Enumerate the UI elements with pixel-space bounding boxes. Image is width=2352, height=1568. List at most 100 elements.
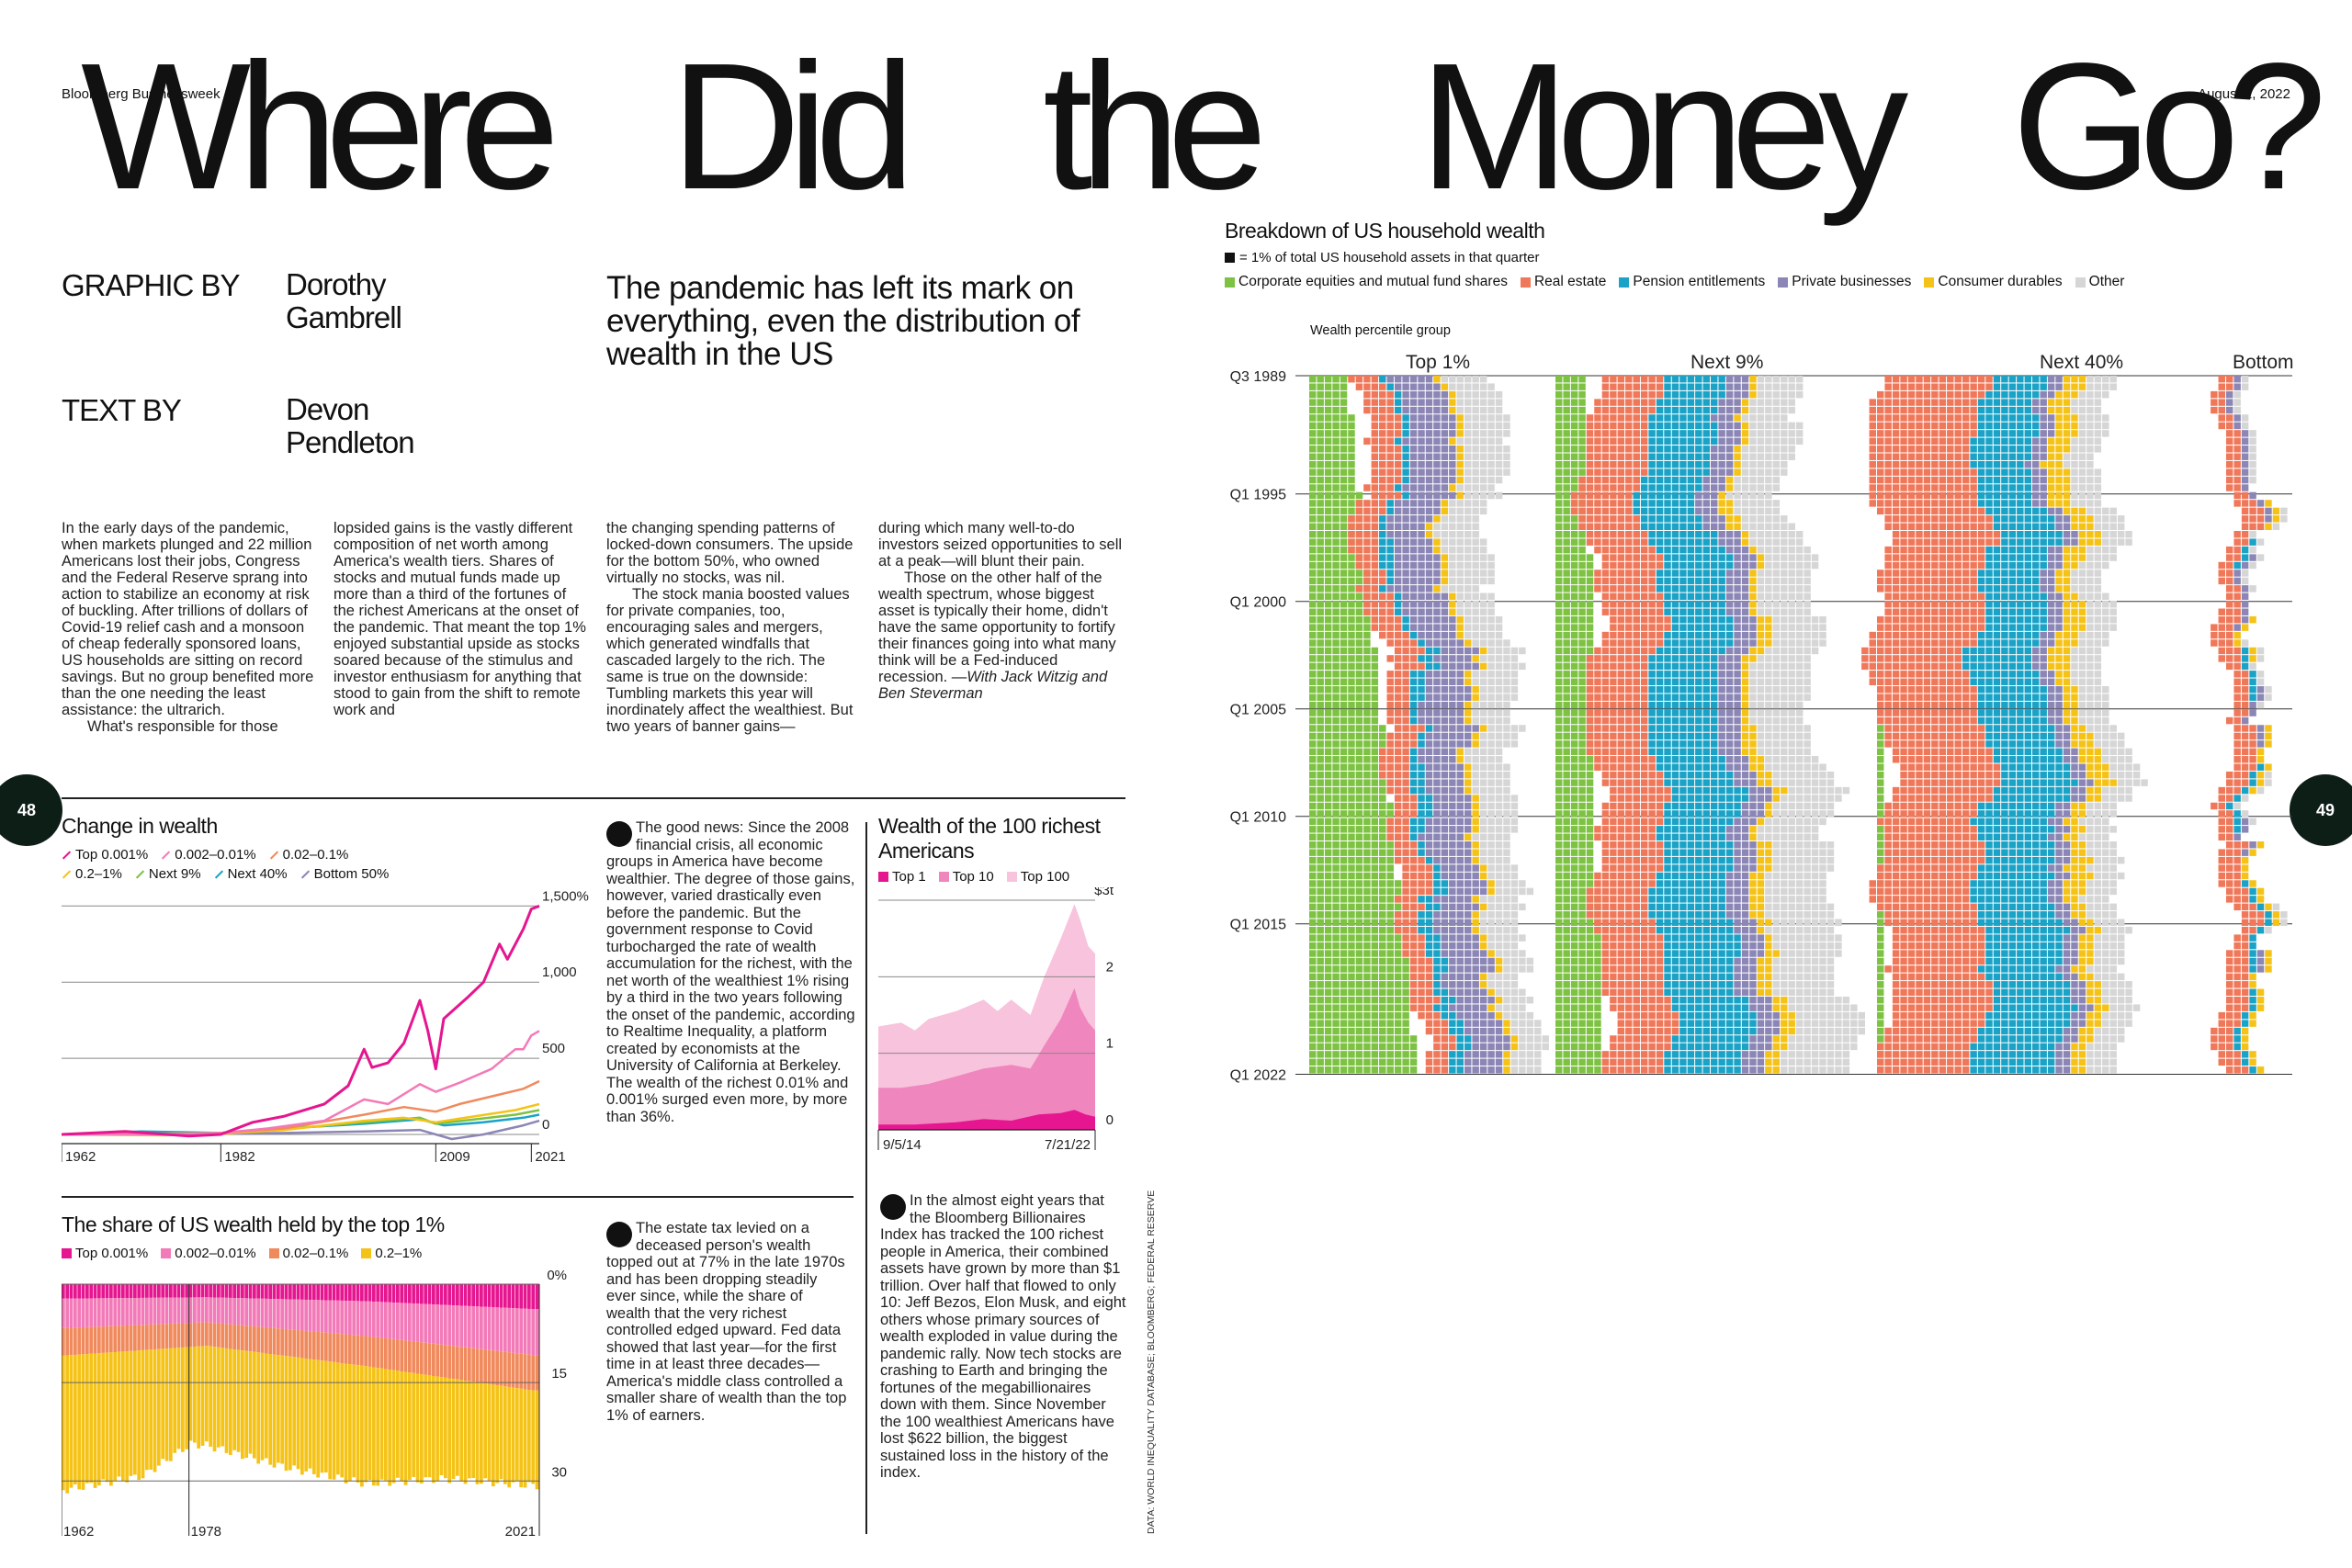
asset-cell xyxy=(1433,422,1441,430)
asset-cell xyxy=(1464,546,1472,554)
asset-cell xyxy=(1495,833,1503,840)
stacked-bar-segment xyxy=(197,1322,201,1347)
asset-cell xyxy=(1601,376,1610,383)
asset-cell xyxy=(1495,615,1503,624)
asset-cell xyxy=(1425,561,1433,570)
asset-cell xyxy=(1441,740,1449,748)
asset-cell xyxy=(1464,601,1472,608)
stacked-bar-segment xyxy=(248,1298,253,1326)
asset-cell xyxy=(1749,468,1757,476)
asset-cell xyxy=(1679,694,1687,701)
asset-cell xyxy=(1610,546,1617,554)
asset-cell xyxy=(1640,491,1648,500)
asset-cell xyxy=(1441,841,1449,849)
asset-cell xyxy=(1671,453,1679,460)
y-tick-label: $3t xyxy=(1094,887,1114,898)
asset-cell xyxy=(1495,988,1503,996)
asset-cell xyxy=(1679,748,1687,756)
asset-cell xyxy=(1563,810,1570,818)
asset-cell xyxy=(1355,1043,1363,1051)
stacked-bar-segment xyxy=(200,1297,205,1323)
asset-cell xyxy=(1804,786,1811,795)
asset-cell xyxy=(1379,585,1386,592)
asset-cell xyxy=(1640,725,1648,732)
asset-cell xyxy=(1340,662,1348,671)
stacked-bar-segment xyxy=(384,1302,388,1338)
asset-cell xyxy=(1464,1011,1472,1020)
asset-cell xyxy=(1487,786,1495,795)
asset-cell xyxy=(1479,771,1487,779)
asset-cell xyxy=(1479,639,1487,647)
asset-cell xyxy=(1749,631,1757,639)
asset-cell xyxy=(1795,624,1804,631)
asset-cell xyxy=(1625,500,1633,507)
asset-cell xyxy=(1656,437,1664,446)
asset-cell xyxy=(1355,531,1363,538)
asset-cell xyxy=(1456,716,1464,725)
stacked-bar-segment xyxy=(141,1297,145,1325)
stacked-bar-segment xyxy=(74,1327,77,1355)
asset-cell xyxy=(1324,538,1332,546)
asset-cell xyxy=(1503,896,1510,903)
asset-cell xyxy=(1464,786,1472,795)
asset-cell xyxy=(1679,592,1687,601)
asset-cell xyxy=(1725,647,1734,655)
asset-cell xyxy=(1749,709,1757,716)
asset-cell xyxy=(1640,446,1648,453)
asset-cell xyxy=(1534,1035,1542,1043)
asset-cell xyxy=(1324,1043,1332,1051)
asset-cell xyxy=(1687,468,1695,476)
asset-cell xyxy=(1409,973,1418,981)
asset-cell xyxy=(1433,631,1441,639)
asset-cell xyxy=(1394,1027,1402,1035)
asset-cell xyxy=(1795,554,1804,561)
asset-cell xyxy=(1610,468,1617,476)
asset-cell xyxy=(1425,997,1433,1004)
asset-cell xyxy=(1340,554,1348,561)
asset-cell xyxy=(1671,414,1679,422)
stacked-bar-segment xyxy=(236,1284,241,1299)
stacked-bar-segment xyxy=(272,1327,277,1355)
asset-cell xyxy=(1671,500,1679,507)
asset-cell xyxy=(1772,671,1781,678)
asset-cell xyxy=(1648,763,1656,771)
asset-cell xyxy=(1734,678,1741,685)
asset-cell xyxy=(1433,973,1441,981)
asset-cell xyxy=(1495,1004,1503,1011)
asset-cell xyxy=(1487,1004,1495,1011)
asset-cell xyxy=(1563,446,1570,453)
stacked-bar-segment xyxy=(468,1284,471,1306)
stacked-bar-segment xyxy=(265,1298,268,1328)
asset-cell xyxy=(1363,849,1371,856)
asset-cell xyxy=(1741,500,1749,507)
asset-cell xyxy=(1464,460,1472,468)
asset-cell xyxy=(1495,802,1503,810)
asset-cell xyxy=(1355,554,1363,561)
asset-cell xyxy=(1648,624,1656,631)
stacked-bar-segment xyxy=(212,1347,217,1452)
asset-cell xyxy=(1317,771,1324,779)
asset-cell xyxy=(1510,678,1519,685)
asset-cell xyxy=(1324,592,1332,601)
asset-cell xyxy=(1510,1051,1519,1058)
asset-cell xyxy=(1526,887,1534,896)
asset-cell xyxy=(1418,500,1425,507)
asset-cell xyxy=(1340,942,1348,950)
asset-cell xyxy=(1386,1066,1394,1074)
asset-cell xyxy=(1348,523,1355,530)
stacked-bar-segment xyxy=(288,1329,292,1357)
asset-cell xyxy=(1811,554,1819,561)
asset-cell xyxy=(1409,414,1418,422)
asset-cell xyxy=(1578,740,1586,748)
asset-cell xyxy=(1819,631,1826,639)
stacked-bar-segment xyxy=(400,1371,404,1482)
text-by-label: TEXT BY xyxy=(62,393,182,427)
asset-cell xyxy=(1687,601,1695,608)
asset-cell xyxy=(1449,763,1456,771)
x-tick-label: 1978 xyxy=(191,1524,221,1540)
asset-cell xyxy=(1317,515,1324,523)
asset-cell xyxy=(1340,647,1348,655)
asset-cell xyxy=(1578,577,1586,585)
asset-cell xyxy=(1340,957,1348,965)
asset-cell xyxy=(1625,554,1633,561)
